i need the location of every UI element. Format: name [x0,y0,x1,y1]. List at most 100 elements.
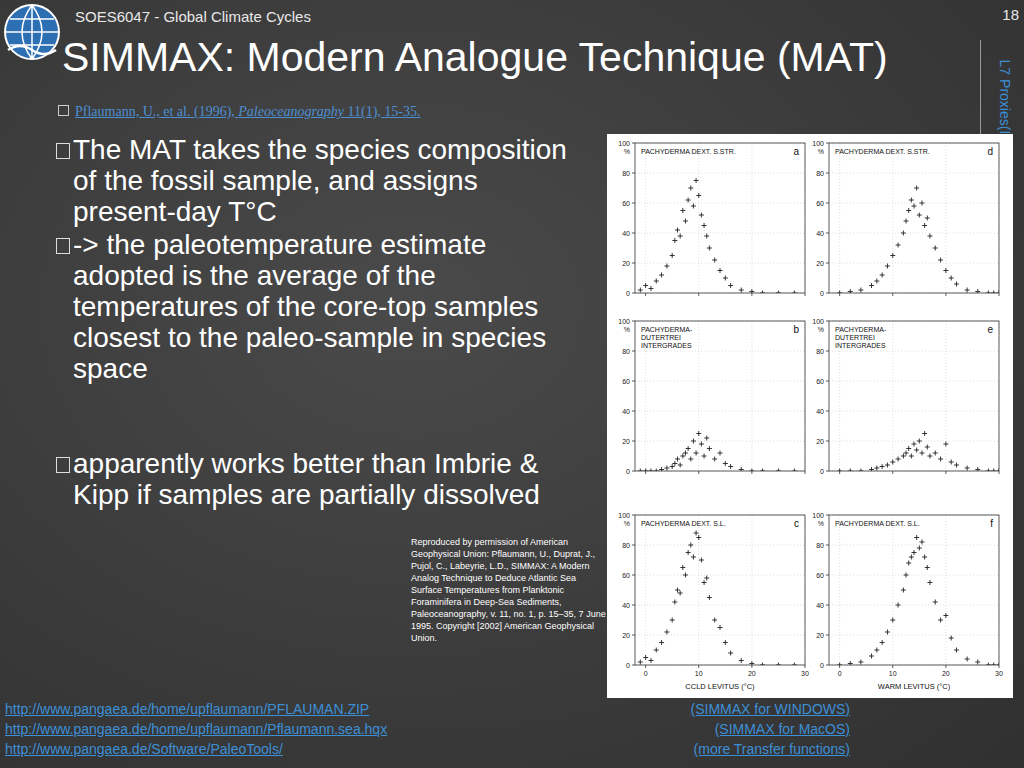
tick-label: 100 [618,512,630,519]
point [712,618,717,623]
tick-label: 40 [622,602,630,609]
tick-mark [826,203,829,204]
grid-line [635,381,805,382]
point [997,663,1000,666]
grid-line [635,545,805,546]
point [885,264,890,269]
point [749,289,754,293]
tick-label: 0 [626,468,630,475]
reference: Pflaumann, U., et al. (1996), Paleoceano… [58,104,421,120]
point [975,467,980,471]
y-unit: % [818,520,824,527]
tick-mark [826,441,829,442]
bullet-marker [56,238,70,254]
link-url[interactable]: http://www.pangaea.de/Software/PaleoTool… [5,741,283,757]
point [943,268,948,273]
logo-grid [5,5,59,59]
grid-line [751,321,752,471]
point [885,630,890,635]
point [723,640,728,645]
point [680,565,685,570]
tick-mark [632,351,635,352]
point [760,469,765,472]
tick-label: 30 [801,670,809,677]
point [638,660,643,665]
point [880,273,885,278]
point [933,451,938,456]
grid-line [829,605,999,606]
point [643,469,648,472]
tick-mark [632,665,635,666]
point [997,291,1000,294]
link-url[interactable]: http://www.pangaea.de/home/upflaumann/PF… [5,701,369,717]
point [707,446,712,451]
logo-wave [8,46,56,54]
point [901,231,906,236]
plot-frame [635,143,805,293]
link-row: http://www.pangaea.de/Software/PaleoTool… [5,741,850,759]
point [749,661,754,665]
point [688,543,693,548]
point [654,279,659,284]
grid-line [829,233,999,234]
panel-title: PACHYDERMA DEXT. S.STR. [641,148,736,155]
tick-mark [632,263,635,264]
tick-label: 80 [816,542,824,549]
points [837,535,999,665]
panel-letter: d [987,146,993,157]
point [699,442,704,447]
grid-line [635,233,805,234]
grid-line [635,351,805,352]
tick-mark [698,471,699,474]
tick-label: 60 [622,378,630,385]
point [712,457,717,462]
point [702,223,707,228]
point [986,469,991,472]
point [874,466,879,471]
tick-mark [632,471,635,472]
point [837,291,842,294]
point [718,625,723,630]
point [672,238,677,243]
point [901,454,906,459]
point [707,246,712,251]
point [927,454,932,459]
point [837,663,842,666]
bullet: -> the paleotemperature estimate adopted… [73,229,593,384]
point [922,223,927,228]
point [965,657,970,662]
tick-mark [632,321,635,322]
grid-line [829,545,999,546]
y-unit: % [818,326,824,333]
point [680,208,685,213]
tick-label: 60 [622,200,630,207]
y-unit: % [624,326,630,333]
tick-mark [945,293,946,296]
bullet-marker [56,457,70,473]
reference-journal[interactable]: Paleoceanography [238,104,344,119]
point [749,469,754,472]
point [874,279,879,284]
point [885,463,890,468]
tick-mark [632,515,635,516]
bullet-marker [56,143,70,159]
link-url[interactable]: http://www.pangaea.de/home/upflaumann/Pf… [5,721,387,737]
point [919,201,924,206]
point [938,258,943,263]
reference-volume[interactable]: 11(1), 15-35. [344,104,420,119]
point [691,439,696,444]
panel: 020406080100%PACHYDERMA DEXT. S.STR.a [618,140,805,297]
grid-line [892,321,893,471]
point [648,286,653,291]
reference-authors[interactable]: Pflaumann, U., et al. (1996), [75,104,238,119]
point [688,186,693,191]
grid-line [635,575,805,576]
point [991,291,996,294]
panel-title: PACHYDERMA DEXT. S.L. [835,520,920,527]
point [975,660,980,665]
point [680,454,685,459]
point [688,457,693,462]
figure: 020406080100%PACHYDERMA DEXT. S.STR.a020… [607,134,1013,698]
grid-line [945,515,946,665]
tick-mark [839,665,840,668]
